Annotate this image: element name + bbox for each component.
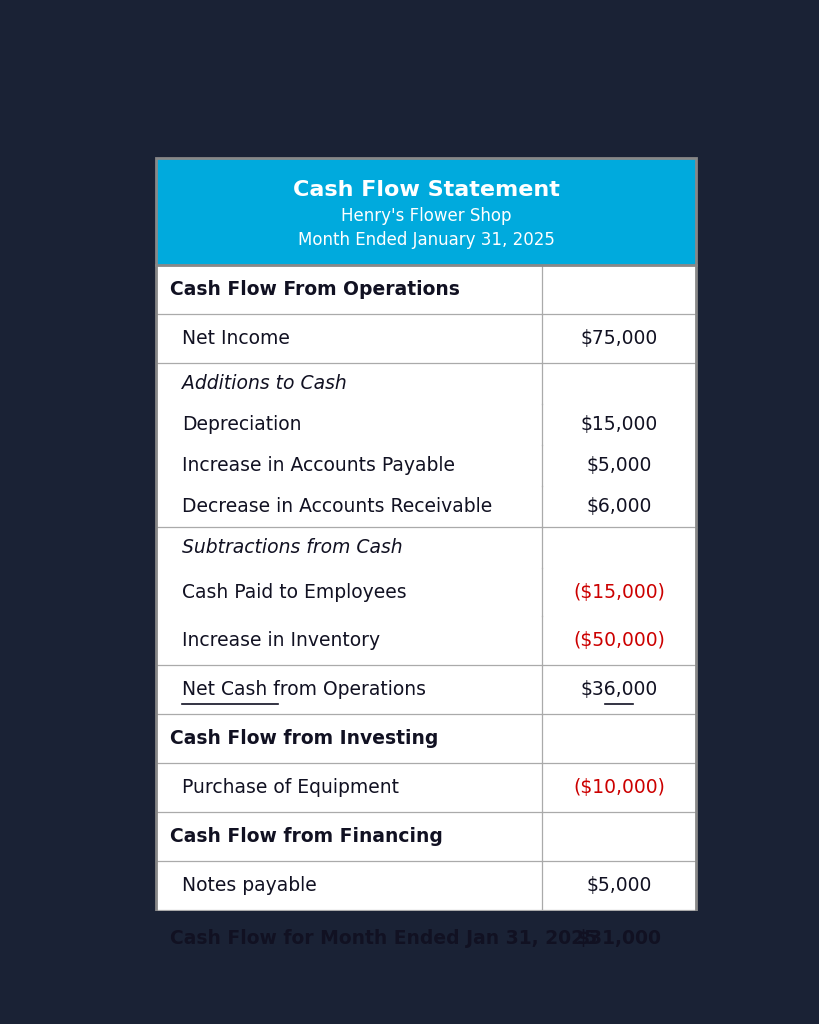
- Text: $6,000: $6,000: [586, 497, 652, 515]
- Text: Net Income: Net Income: [182, 329, 290, 347]
- FancyBboxPatch shape: [156, 159, 696, 265]
- Text: Decrease in Accounts Receivable: Decrease in Accounts Receivable: [182, 497, 492, 515]
- Text: Cash Flow from Investing: Cash Flow from Investing: [170, 729, 439, 749]
- Text: $5,000: $5,000: [586, 456, 652, 474]
- Text: ($15,000): ($15,000): [573, 583, 665, 601]
- Text: Increase in Inventory: Increase in Inventory: [182, 632, 380, 650]
- Text: Cash Flow From Operations: Cash Flow From Operations: [170, 280, 460, 299]
- Text: Increase in Accounts Payable: Increase in Accounts Payable: [182, 456, 455, 474]
- Text: Cash Flow from Financing: Cash Flow from Financing: [170, 827, 443, 846]
- Text: Depreciation: Depreciation: [182, 415, 301, 433]
- Text: Notes payable: Notes payable: [182, 876, 316, 895]
- Text: $75,000: $75,000: [581, 329, 658, 347]
- FancyBboxPatch shape: [156, 265, 696, 967]
- Text: Purchase of Equipment: Purchase of Equipment: [182, 778, 399, 797]
- Text: Month Ended January 31, 2025: Month Ended January 31, 2025: [297, 231, 554, 249]
- Text: $36,000: $36,000: [581, 680, 658, 699]
- Bar: [156, 159, 696, 967]
- Text: Cash Flow for Month Ended Jan 31, 2025: Cash Flow for Month Ended Jan 31, 2025: [170, 929, 597, 947]
- Text: Net Cash from Operations: Net Cash from Operations: [182, 680, 426, 699]
- Text: $31,000: $31,000: [577, 929, 662, 947]
- Text: ($50,000): ($50,000): [573, 632, 665, 650]
- Text: $15,000: $15,000: [581, 415, 658, 433]
- Text: Cash Flow Statement: Cash Flow Statement: [292, 179, 559, 200]
- Text: ($10,000): ($10,000): [573, 778, 665, 797]
- Text: Cash Paid to Employees: Cash Paid to Employees: [182, 583, 406, 601]
- Text: Subtractions from Cash: Subtractions from Cash: [182, 538, 402, 557]
- Text: Henry's Flower Shop: Henry's Flower Shop: [341, 207, 511, 224]
- Text: $5,000: $5,000: [586, 876, 652, 895]
- Text: Additions to Cash: Additions to Cash: [182, 374, 346, 392]
